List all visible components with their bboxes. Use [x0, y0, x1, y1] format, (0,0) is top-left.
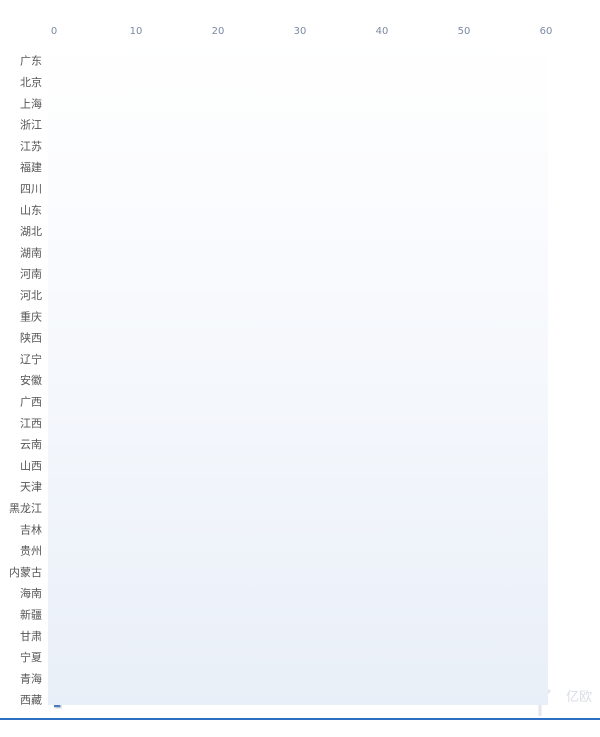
- category-label: 西藏: [20, 694, 42, 707]
- category-label: 辽宁: [20, 352, 42, 366]
- x-tick-label: 10: [130, 26, 143, 37]
- category-label: 山东: [20, 204, 42, 217]
- category-label: 浙江: [20, 119, 42, 132]
- x-tick-label: 30: [294, 26, 307, 37]
- category-label: 宁夏: [20, 650, 42, 664]
- category-label: 陕西: [20, 331, 42, 345]
- category-label: 上海: [20, 96, 42, 110]
- category-label: 云南: [20, 438, 42, 451]
- category-label: 甘肃: [20, 630, 42, 643]
- category-label: 山西: [20, 459, 42, 472]
- x-tick-label: 20: [212, 26, 225, 37]
- category-label: 天津: [20, 481, 42, 494]
- x-tick-label: 40: [376, 26, 389, 37]
- bottom-divider: [0, 718, 600, 720]
- category-label: 重庆: [20, 309, 42, 323]
- category-label: 内蒙古: [9, 565, 42, 579]
- category-label: 新疆: [20, 607, 42, 621]
- category-label: 湖北: [20, 225, 42, 238]
- category-label: 北京: [20, 75, 42, 89]
- category-label: 福建: [20, 160, 42, 174]
- category-label: 广东: [20, 55, 42, 68]
- plot-background: [48, 40, 548, 705]
- x-tick-label: 60: [540, 26, 553, 37]
- category-label: 四川: [20, 182, 42, 195]
- category-label: 贵州: [20, 545, 42, 558]
- category-label: 河南: [20, 268, 42, 281]
- x-tick-label: 50: [458, 26, 471, 37]
- category-label: 湖南: [20, 246, 42, 259]
- category-label: 海南: [20, 586, 42, 600]
- category-label: 广西: [20, 395, 42, 408]
- category-label: 河北: [20, 289, 42, 302]
- category-label: 江苏: [20, 140, 42, 153]
- category-label: 安徽: [20, 373, 42, 387]
- category-label: 江西: [20, 417, 42, 430]
- category-label: 吉林: [20, 522, 42, 536]
- x-tick-label: 0: [51, 26, 57, 37]
- category-label: 青海: [20, 671, 42, 685]
- watermark-text: 亿欧: [565, 690, 592, 705]
- category-label: 黑龙江: [9, 502, 42, 515]
